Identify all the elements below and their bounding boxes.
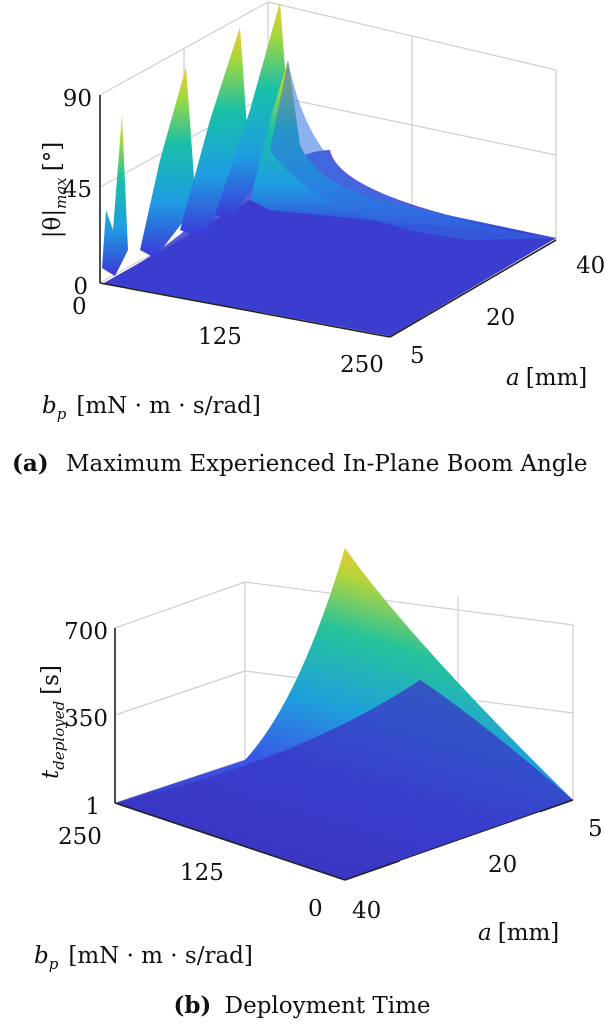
chart-a-ztick-90: 90 (63, 86, 92, 112)
chart-a: 90 45 0 0 125 250 40 20 5 |θ|max[°] bp [m… (40, 1, 604, 423)
chart-a-ytick-40: 40 (576, 253, 604, 279)
chart-b-xtick-125: 125 (180, 860, 224, 886)
chart-a-xtick-0: 0 (72, 294, 87, 320)
chart-a-zlabel: |θ|max[°] (40, 142, 70, 238)
chart-a-xtick-125: 125 (198, 324, 242, 350)
chart-a-ytick-20: 20 (486, 305, 515, 331)
caption-a: (a) Maximum Experienced In-Plane Boom An… (12, 448, 596, 480)
chart-a-ridge (270, 60, 556, 240)
chart-b-bottom-highlight (399, 812, 541, 863)
chart-a-xlabel: bp [mN · m · s/rad] (42, 393, 261, 423)
chart-a-ylabel: a [mm] (506, 365, 587, 391)
chart-b-xtick-0: 0 (308, 896, 323, 922)
chart-b-surface-floor (115, 680, 573, 880)
chart-b-ytick-20: 20 (488, 852, 517, 878)
chart-b-xlabel: bp [mN · m · s/rad] (34, 943, 253, 973)
chart-b-ztick-1: 1 (85, 794, 100, 820)
chart-b: 700 350 1 250 125 0 5 20 40 tdeployed[s]… (34, 548, 603, 973)
chart-a-surface-rise (104, 150, 556, 336)
chart-a-ytick-5: 5 (410, 343, 425, 369)
chart-a-ztick-45: 45 (63, 177, 92, 203)
chart-b-zticks: 700 350 1 (64, 619, 108, 820)
chart-a-xtick-250: 250 (340, 352, 384, 378)
chart-b-ylabel: a [mm] (478, 920, 559, 946)
caption-a-text: Maximum Experienced In-Plane Boom Angle (65, 451, 588, 477)
chart-b-ytick-40: 40 (352, 898, 381, 924)
caption-b: (b) Deployment Time (0, 990, 604, 1022)
chart-b-ytick-5: 5 (588, 816, 603, 842)
chart-a-peak-4 (215, 2, 290, 220)
chart-a-xticks: 0 125 250 (72, 294, 384, 378)
chart-b-ztick-700: 700 (64, 619, 108, 645)
chart-a-zticks: 90 45 0 (63, 86, 92, 300)
caption-a-tag: (a) (12, 450, 49, 477)
chart-a-ztick-0: 0 (73, 274, 88, 300)
caption-b-text: Deployment Time (224, 993, 431, 1019)
chart-b-ztick-350: 350 (64, 706, 108, 732)
chart-a-front-axes (99, 95, 557, 338)
chart-a-peak-1 (102, 115, 128, 276)
chart-b-xticks: 250 125 0 (58, 824, 323, 922)
chart-a-peak-2 (140, 67, 196, 258)
chart-b-yticks: 5 20 40 (352, 816, 603, 924)
chart-b-xtick-250: 250 (58, 824, 102, 850)
chart-a-yticks: 40 20 5 (410, 253, 604, 369)
chart-b-zlabel: tdeployed[s] (38, 665, 68, 779)
caption-b-tag: (b) (173, 992, 212, 1019)
chart-b-front-axes (114, 628, 574, 881)
